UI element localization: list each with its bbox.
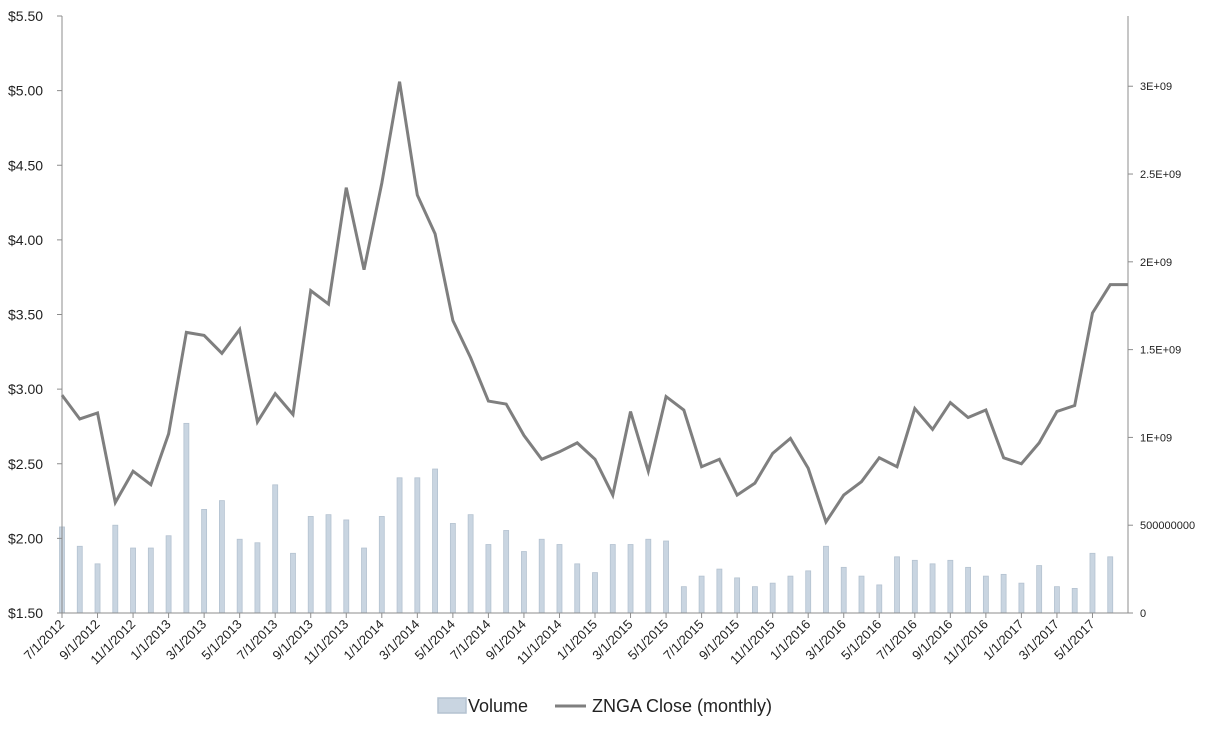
left-tick-label: $2.50	[8, 456, 43, 472]
left-tick-label: $3.00	[8, 381, 43, 397]
left-axis-ticks: $1.50 $2.00 $2.50 $3.00 $3.50 $4.00 $4.50 $5.00…	[8, 8, 62, 621]
legend: Volume ZNGA Close (monthly)	[437, 696, 772, 716]
volume-bar	[556, 544, 563, 614]
volume-bar	[432, 468, 439, 614]
volume-bar	[183, 422, 190, 614]
volume-bar	[1089, 552, 1096, 614]
right-tick-label: 2E+09	[1140, 257, 1172, 269]
volume-bar	[378, 516, 385, 614]
volume-bar	[396, 477, 403, 614]
volume-bar	[1071, 588, 1078, 614]
volume-bar	[343, 519, 350, 614]
close-line-group	[60, 81, 1128, 526]
volume-bar	[485, 544, 492, 614]
volume-bar	[1018, 582, 1025, 614]
volume-bar	[165, 535, 172, 614]
volume-bar	[947, 559, 954, 614]
volume-bar	[272, 484, 279, 614]
left-tick-label: $5.00	[8, 83, 43, 99]
right-tick-label: 500000000	[1140, 520, 1195, 532]
volume-bar	[805, 570, 812, 614]
volume-bar	[449, 523, 456, 614]
volume-bar	[894, 556, 900, 614]
x-axis-ticks: 7/1/20129/1/201211/1/20121/1/20133/1/201…	[21, 613, 1098, 667]
volume-bar	[1000, 573, 1007, 614]
right-tick-label: 0	[1140, 608, 1146, 620]
volume-bar	[130, 547, 136, 614]
right-axis-ticks: 0 500000000 1E+09 1.5E+09 2E+09 2.5E+09 3E+09	[1128, 81, 1195, 620]
volume-bar	[858, 575, 865, 614]
volume-bar	[982, 575, 989, 614]
volume-bar	[574, 563, 581, 614]
right-tick-label: 2.5E+09	[1140, 169, 1181, 181]
volume-bar	[414, 477, 421, 614]
volume-bar	[734, 577, 741, 614]
left-tick-label: $1.50	[8, 605, 43, 621]
volume-bar	[840, 566, 847, 614]
volume-bar	[76, 545, 83, 614]
volume-bars	[59, 422, 1114, 614]
volume-bar	[680, 586, 687, 614]
volume-bar	[645, 538, 652, 614]
left-tick-label: $4.50	[8, 157, 43, 173]
volume-bar	[325, 514, 332, 614]
volume-bar	[254, 542, 261, 614]
legend-volume-label: Volume	[468, 696, 528, 716]
volume-bar	[1054, 586, 1060, 614]
left-tick-label: $3.50	[8, 307, 43, 323]
volume-bar	[201, 508, 208, 614]
left-tick-label: $5.50	[8, 8, 43, 24]
volume-bar	[307, 516, 314, 614]
volume-bar	[698, 575, 705, 614]
volume-bar	[663, 540, 669, 614]
volume-bar	[627, 544, 634, 614]
volume-bar	[876, 584, 883, 614]
volume-bar	[521, 551, 527, 614]
volume-bar	[94, 563, 101, 614]
volume-bar	[929, 563, 936, 614]
volume-bar	[236, 538, 243, 614]
volume-bar	[911, 559, 918, 614]
volume-bar	[467, 514, 474, 614]
volume-bar	[716, 568, 723, 614]
right-tick-label: 1E+09	[1140, 432, 1172, 444]
left-tick-label: $4.00	[8, 232, 43, 248]
volume-bar	[361, 547, 367, 614]
volume-bar	[538, 538, 545, 614]
volume-bar	[1107, 556, 1114, 614]
right-tick-label: 1.5E+09	[1140, 345, 1181, 357]
left-tick-label: $2.00	[8, 530, 43, 546]
volume-bar	[592, 572, 598, 614]
volume-bar	[965, 566, 971, 614]
volume-bar	[823, 545, 829, 614]
volume-bar	[1036, 565, 1043, 614]
volume-bar	[290, 552, 296, 614]
close-line	[60, 81, 1128, 526]
legend-close-label: ZNGA Close (monthly)	[592, 696, 772, 716]
volume-bar	[769, 582, 776, 614]
volume-bar	[787, 575, 794, 614]
volume-bar	[112, 524, 119, 614]
right-tick-label: 3E+09	[1140, 81, 1172, 93]
legend-volume-swatch	[437, 697, 467, 714]
volume-bar	[503, 530, 510, 614]
volume-bar	[609, 544, 616, 614]
volume-bar	[147, 547, 154, 614]
volume-bar	[218, 500, 225, 614]
volume-bar	[752, 586, 758, 614]
